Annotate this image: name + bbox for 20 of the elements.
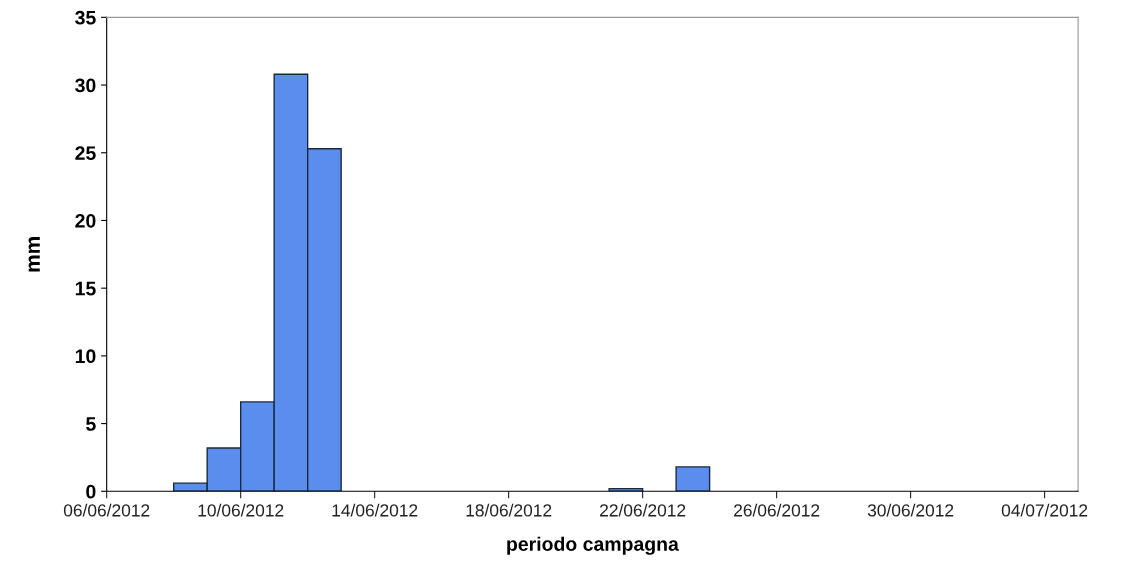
x-tick-label: 30/06/2012 — [867, 503, 954, 517]
x-tick-label: 26/06/2012 — [734, 503, 820, 517]
y-tick-label: 0 — [86, 484, 96, 499]
y-tick-label: 15 — [75, 281, 96, 296]
bar — [608, 487, 644, 492]
x-tick-label: 22/06/2012 — [600, 503, 686, 517]
x-tick-label: 18/06/2012 — [466, 503, 552, 517]
y-axis-title: mm — [28, 237, 40, 272]
x-axis-title: periodo campagna — [507, 536, 679, 555]
x-tick-label: 06/06/2012 — [63, 503, 150, 517]
y-tick-label: 25 — [75, 146, 96, 160]
y-tick-label: 5 — [86, 417, 96, 431]
x-tick-label: 10/06/2012 — [198, 503, 284, 517]
x-tick-label: 14/06/2012 — [332, 503, 418, 517]
y-tick-label: 20 — [75, 213, 96, 228]
y-tick-label: 10 — [75, 349, 96, 364]
y-tick-label: 30 — [75, 78, 96, 93]
bar — [675, 466, 711, 492]
y-tick-label: 35 — [75, 10, 96, 25]
x-tick-label: 04/07/2012 — [1001, 503, 1088, 517]
